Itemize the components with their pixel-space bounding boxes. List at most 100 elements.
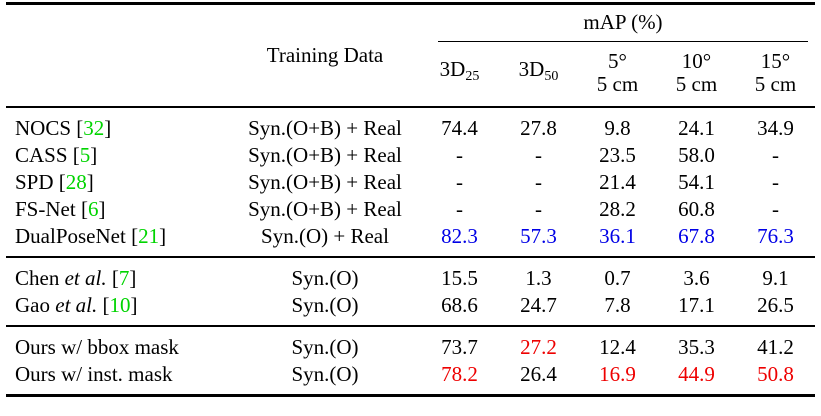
training-data-value: Syn.(O) + Real [261, 224, 389, 248]
results-table: Training Data mAP (%) 3D25 3D50 5° 5 cm [6, 2, 815, 397]
map-value: 76.3 [757, 224, 794, 248]
col-header-10deg-line1: 10° [681, 49, 712, 73]
map-value: 15.5 [441, 266, 478, 290]
citation-number: 32 [83, 116, 105, 140]
map-group-rule: mAP (%) [438, 5, 808, 42]
col-header-15deg-line1: 15° [760, 49, 791, 73]
map-value: 26.4 [520, 362, 557, 386]
table-row: FS-Net [6] Syn.(O+B) + Real - - 28.2 60.8 - [6, 196, 815, 223]
method-name: Ours w/ inst. mask [15, 362, 173, 386]
training-data-value: Syn.(O+B) + Real [248, 116, 402, 140]
method-name: CASS [5] [15, 143, 98, 167]
method-name: FS-Net [6] [15, 197, 106, 221]
header-row-sub: 3D25 3D50 5° 5 cm 10° 5 cm 15° 5 cm [6, 42, 815, 107]
map-value: - [772, 197, 779, 221]
map-value: 35.3 [678, 335, 715, 359]
map-value: 21.4 [599, 170, 636, 194]
table-group: Chen et al. [7] Syn.(O) 15.5 1.3 0.7 3.6 9.1 Ga… [6, 257, 815, 326]
citation-number: 5 [79, 143, 91, 167]
map-value: 0.7 [604, 266, 631, 290]
map-value: 44.9 [678, 362, 715, 386]
method-name: DualPoseNet [21] [15, 224, 167, 248]
map-value: 27.8 [520, 116, 557, 140]
method-name: Chen et al. [7] [15, 266, 137, 290]
citation-number: 28 [65, 170, 87, 194]
map-value: 9.1 [762, 266, 789, 290]
table-row: Ours w/ inst. mask Syn.(O) 78.2 26.4 16.9 44.… [6, 361, 815, 396]
training-data-value: Syn.(O) [291, 293, 359, 317]
map-value: 24.7 [520, 293, 557, 317]
col-header-3d25-sub: 25 [465, 69, 480, 84]
map-value: 41.2 [757, 335, 794, 359]
map-value: 3.6 [683, 266, 710, 290]
training-data-value: Syn.(O) [291, 266, 359, 290]
method-name: Gao et al. [10] [15, 293, 138, 317]
training-data-value: Syn.(O+B) + Real [248, 143, 402, 167]
map-value: 23.5 [599, 143, 636, 167]
col-header-15deg-5cm: 15° 5 cm [736, 42, 815, 107]
map-value: 36.1 [599, 224, 636, 248]
method-name: NOCS [32] [15, 116, 112, 140]
table-row: DualPoseNet [21] Syn.(O) + Real 82.3 57.3 36… [6, 223, 815, 257]
col-header-5deg-5cm: 5° 5 cm [578, 42, 657, 107]
col-header-3d25: 3D25 [420, 42, 499, 107]
header-row-top: Training Data mAP (%) [6, 4, 815, 67]
citation-number: 10 [109, 293, 131, 317]
method-name: SPD [28] [15, 170, 94, 194]
map-value: - [456, 143, 463, 167]
table-row: SPD [28] Syn.(O+B) + Real - - 21.4 54.1 - [6, 169, 815, 196]
col-header-3d50-main: 3D [518, 57, 545, 81]
col-header-3d25-main: 3D [439, 57, 466, 81]
map-value: 28.2 [599, 197, 636, 221]
etal-text: et al. [59, 266, 107, 290]
table-row: Gao et al. [10] Syn.(O) 68.6 24.7 7.8 17.1 26.… [6, 292, 815, 326]
map-value: 74.4 [441, 116, 478, 140]
map-group-header: mAP (%) [420, 4, 815, 42]
map-value: 16.9 [599, 362, 636, 386]
col-header-10deg-line2: 5 cm [675, 72, 718, 96]
map-value: 57.3 [520, 224, 557, 248]
map-group-label: mAP (%) [583, 10, 663, 34]
map-value: 27.2 [520, 335, 557, 359]
map-value: 60.8 [678, 197, 715, 221]
map-value: 17.1 [678, 293, 715, 317]
table-row: NOCS [32] Syn.(O+B) + Real 74.4 27.8 9.8 24.1… [6, 107, 815, 142]
map-value: - [535, 170, 542, 194]
table-group: Ours w/ bbox mask Syn.(O) 73.7 27.2 12.4 35.3… [6, 326, 815, 396]
table-row: Chen et al. [7] Syn.(O) 15.5 1.3 0.7 3.6 9.1 [6, 257, 815, 292]
map-value: 58.0 [678, 143, 715, 167]
training-data-value: Syn.(O) [291, 335, 359, 359]
col-header-3d50-sub: 50 [544, 69, 559, 84]
col-header-15deg-line2: 5 cm [754, 72, 797, 96]
col-header-5deg-line1: 5° [608, 49, 627, 73]
training-data-value: Syn.(O) [291, 362, 359, 386]
citation-number: 7 [118, 266, 130, 290]
map-value: - [772, 170, 779, 194]
map-value: - [535, 197, 542, 221]
training-data-value: Syn.(O+B) + Real [248, 170, 402, 194]
map-value: - [456, 170, 463, 194]
col-header-3d50: 3D50 [499, 42, 578, 107]
map-value: 34.9 [757, 116, 794, 140]
map-value: 54.1 [678, 170, 715, 194]
results-table-wrapper: Training Data mAP (%) 3D25 3D50 5° 5 cm [6, 2, 815, 397]
map-value: 26.5 [757, 293, 794, 317]
map-value: - [772, 143, 779, 167]
map-value: 78.2 [441, 362, 478, 386]
citation-number: 6 [87, 197, 99, 221]
etal-text: et al. [50, 293, 98, 317]
map-value: 9.8 [604, 116, 631, 140]
method-name: Ours w/ bbox mask [15, 335, 179, 359]
map-value: 68.6 [441, 293, 478, 317]
table-row: Ours w/ bbox mask Syn.(O) 73.7 27.2 12.4 35.3… [6, 326, 815, 361]
map-value: 24.1 [678, 116, 715, 140]
map-value: 50.8 [757, 362, 794, 386]
training-data-header: Training Data [266, 43, 384, 67]
table-header: Training Data mAP (%) 3D25 3D50 5° 5 cm [6, 4, 815, 107]
training-data-value: Syn.(O+B) + Real [248, 197, 402, 221]
table-row: CASS [5] Syn.(O+B) + Real - - 23.5 58.0 - [6, 142, 815, 169]
map-value: - [535, 143, 542, 167]
map-value: 82.3 [441, 224, 478, 248]
map-value: 7.8 [604, 293, 631, 317]
method-column-header-empty [6, 4, 230, 108]
